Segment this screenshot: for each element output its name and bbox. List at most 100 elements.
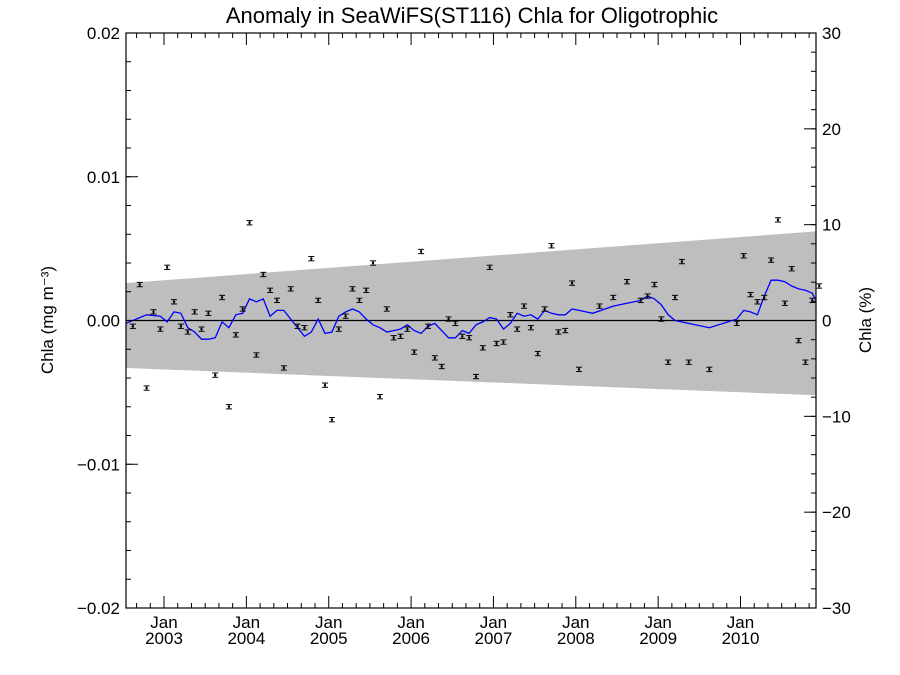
data-point — [143, 385, 150, 391]
data-point — [390, 335, 397, 341]
right-axis-label: Chla (%) — [856, 287, 875, 353]
chart-title: Anomaly in SeaWiFS(ST116) Chla for Oligo… — [226, 3, 718, 28]
right-tick-label: 30 — [822, 24, 841, 43]
data-point — [486, 264, 493, 270]
x-tick-year-label: 2006 — [392, 629, 430, 648]
running-mean-path — [125, 279, 817, 340]
x-tick-month-label: Jan — [562, 613, 589, 632]
data-point — [665, 359, 672, 365]
data-point — [651, 281, 658, 288]
data-point — [452, 320, 459, 327]
data-point — [459, 333, 466, 339]
data-point — [569, 280, 576, 286]
data-point — [466, 335, 473, 341]
data-point — [280, 365, 287, 371]
data-point — [157, 326, 164, 332]
data-point — [315, 297, 322, 304]
data-point — [335, 326, 342, 332]
x-tick-month-label: Jan — [727, 613, 754, 632]
right-tick-label: −20 — [822, 503, 851, 522]
x-tick-year-label: 2009 — [639, 629, 677, 648]
left-axis-label: Chla (mg m⁻³) — [38, 266, 57, 374]
anomaly-points — [129, 217, 823, 423]
data-point — [788, 266, 795, 272]
data-point — [328, 417, 335, 423]
x-tick-month-label: Jan — [480, 613, 507, 632]
x-tick-year-label: 2003 — [145, 629, 183, 648]
data-point — [184, 329, 191, 335]
data-point — [514, 326, 521, 332]
data-point — [129, 323, 136, 329]
right-tick-label: 0 — [822, 312, 831, 331]
data-point — [219, 294, 226, 301]
x-tick-year-label: 2004 — [227, 629, 265, 648]
data-point — [473, 373, 480, 380]
data-point — [610, 294, 617, 301]
right-tick-label: 20 — [822, 120, 841, 139]
data-point — [260, 271, 267, 278]
left-y-axis: −0.02 −0.01 0.00 0.01 0.02 — [77, 24, 138, 618]
data-point — [623, 279, 630, 285]
data-point — [678, 258, 685, 265]
data-point — [672, 294, 679, 301]
data-point — [685, 359, 692, 365]
x-tick-month-label: Jan — [397, 613, 424, 632]
data-point — [802, 359, 809, 365]
data-point — [740, 253, 747, 259]
data-point — [246, 220, 253, 226]
data-point — [541, 306, 548, 312]
x-tick-month-label: Jan — [315, 613, 342, 632]
x-tick-month-label: Jan — [233, 613, 260, 632]
data-point — [733, 320, 740, 327]
data-point — [164, 264, 171, 270]
data-point — [225, 404, 232, 410]
data-point — [273, 297, 280, 304]
x-tick-year-label: 2007 — [475, 629, 513, 648]
data-point — [754, 299, 761, 305]
left-tick-label: −0.02 — [77, 599, 120, 618]
confidence-band — [126, 231, 816, 396]
data-point — [370, 260, 377, 266]
data-point — [424, 323, 431, 329]
right-tick-label: −10 — [822, 407, 851, 426]
band-polygon — [126, 231, 816, 396]
x-axis: Jan2003Jan2004Jan2005Jan2006Jan2007Jan20… — [136, 33, 810, 648]
data-point — [555, 329, 562, 335]
data-point — [795, 337, 802, 344]
data-point — [534, 350, 541, 357]
data-point — [253, 352, 260, 358]
data-point — [287, 286, 294, 292]
data-point — [418, 248, 425, 255]
data-point — [761, 294, 768, 301]
data-point — [198, 326, 205, 332]
data-point — [356, 297, 363, 304]
right-y-axis: −30 −20 −10 0 10 20 30 — [804, 24, 851, 618]
x-tick-year-label: 2008 — [557, 629, 595, 648]
data-point — [294, 323, 301, 329]
data-point — [397, 333, 404, 339]
data-point — [267, 287, 274, 293]
data-point — [431, 355, 438, 361]
data-point — [781, 300, 788, 306]
left-tick-label: 0.01 — [87, 168, 120, 187]
data-point — [658, 316, 665, 322]
data-point — [191, 309, 198, 315]
data-point — [644, 293, 651, 299]
x-tick-year-label: 2005 — [310, 629, 348, 648]
data-point — [322, 382, 329, 388]
data-point — [349, 286, 356, 292]
data-point — [816, 283, 823, 289]
data-point — [232, 332, 239, 338]
left-tick-label: 0.00 — [87, 312, 120, 331]
data-point — [500, 339, 507, 345]
data-point — [747, 291, 754, 298]
data-point — [239, 306, 246, 312]
left-tick-label: 0.02 — [87, 24, 120, 43]
left-tick-label: −0.01 — [77, 455, 120, 474]
data-point — [308, 256, 315, 262]
data-point — [342, 313, 349, 319]
data-point — [383, 306, 390, 312]
data-point — [411, 349, 418, 355]
data-point — [548, 243, 555, 249]
